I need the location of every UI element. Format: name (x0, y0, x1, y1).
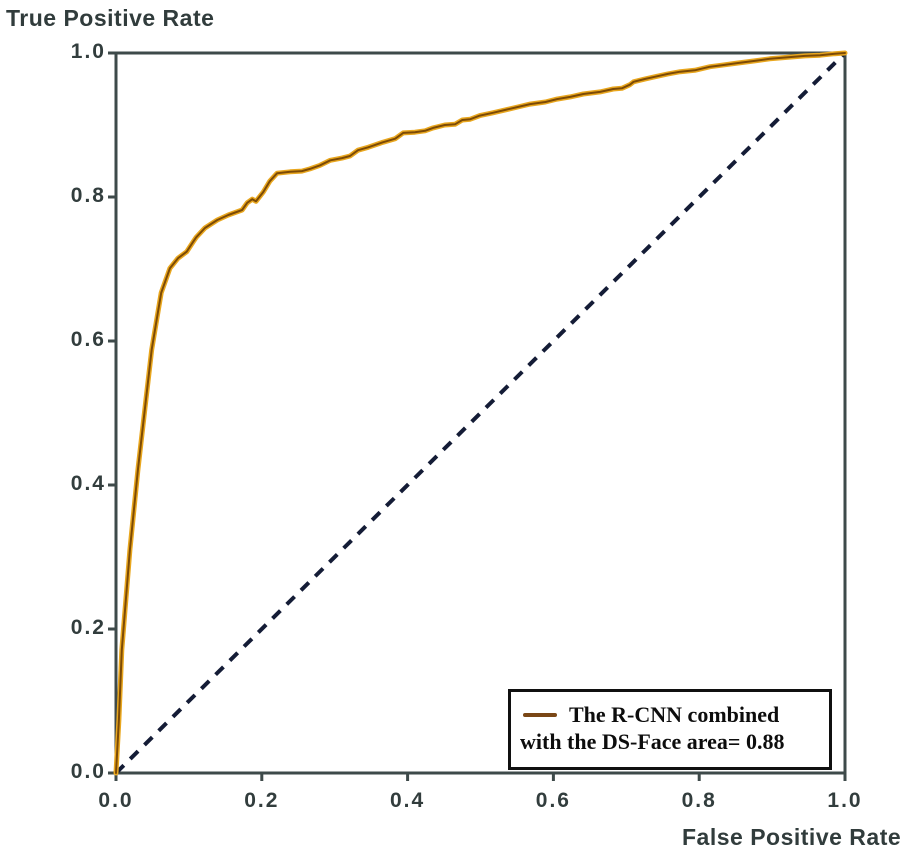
y-tick-label: 0.6 (70, 328, 106, 351)
y-tick-label: 0.0 (70, 760, 106, 783)
y-tick-label: 0.8 (70, 184, 106, 207)
x-tick-label: 0.2 (244, 789, 280, 812)
x-axis-tick-marks (114, 773, 847, 781)
y-axis-tick-marks (108, 51, 116, 775)
legend-box: The R-CNN combined with the DS-Face area… (508, 689, 832, 770)
y-axis-title: True Positive Rate (6, 5, 215, 31)
x-tick-label: 0.6 (535, 789, 571, 812)
legend-label-line1: The R-CNN combined (569, 702, 780, 727)
chance-diagonal-dashed-line (114, 51, 847, 775)
y-tick-label: 0.4 (70, 472, 106, 495)
plot-area-border (114, 51, 847, 775)
x-tick-label: 1.0 (827, 789, 863, 812)
legend-label-line2: with the DS-Face area= 0.88 (520, 729, 785, 754)
roc-curve (115, 52, 846, 774)
y-tick-label: 1.0 (70, 40, 106, 63)
x-tick-label: 0.8 (681, 789, 717, 812)
x-axis-title: False Positive Rate (682, 824, 902, 850)
y-tick-label: 0.2 (70, 616, 106, 639)
legend-line-swatch-icon (523, 712, 557, 717)
x-tick-label: 0.0 (98, 789, 134, 812)
x-tick-label: 0.4 (389, 789, 426, 812)
legend-entry: The R-CNN combined (511, 701, 829, 728)
